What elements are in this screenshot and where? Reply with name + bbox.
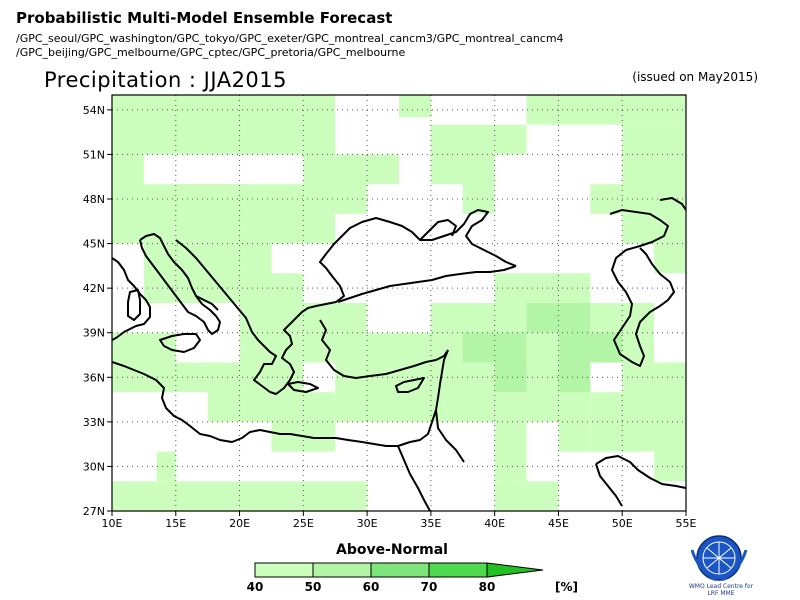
y-tick-label: 36N — [83, 371, 105, 384]
forecast-cell — [558, 421, 591, 452]
x-tick-label: 40E — [484, 517, 505, 530]
y-tick-label: 42N — [83, 282, 105, 295]
y-tick-label: 30N — [83, 460, 105, 473]
coast-caspian — [609, 209, 675, 367]
forecast-cell — [494, 124, 527, 155]
forecast-cell — [622, 124, 686, 185]
x-tick-label: 25E — [293, 517, 314, 530]
logo-line-1: WMO Lead Centre for — [688, 583, 754, 590]
forecast-cell — [558, 332, 591, 393]
coast-italy-heel — [195, 295, 219, 311]
coast-aegean-turkey — [319, 319, 449, 379]
legend-swatch — [370, 562, 430, 578]
forecast-cell — [526, 303, 591, 333]
coast-cyprus — [395, 377, 425, 393]
y-tick-label: 33N — [83, 416, 105, 429]
forecast-cell — [494, 392, 527, 482]
color-legend: 40 50 60 70 80 [%] — [247, 562, 578, 594]
x-tick-label: 55E — [676, 517, 697, 530]
x-tick-label: 35E — [420, 517, 441, 530]
legend-title: Above-Normal — [336, 542, 448, 558]
legend-label: 60 — [363, 580, 380, 594]
coast-persian-gulf — [595, 455, 686, 489]
x-tick-label: 20E — [229, 517, 250, 530]
coast-levant-egypt — [112, 349, 449, 447]
model-list-line-2: /GPC_beijing/GPC_melbourne/GPC_cptec/GPC… — [16, 46, 406, 59]
issued-date: (issued on May2015) — [632, 70, 758, 84]
forecast-cell — [112, 481, 368, 511]
legend-swatch — [428, 562, 488, 578]
forecast-cell — [303, 303, 368, 363]
coast-sinai — [435, 409, 465, 463]
wmo-logo-icon — [686, 530, 752, 600]
y-tick-label: 54N — [83, 104, 105, 117]
forecast-cell — [303, 392, 336, 452]
forecast-cell — [399, 95, 431, 118]
coast-turkey-north — [337, 265, 517, 303]
legend-arrow-swatch — [486, 562, 544, 578]
forecast-cell — [156, 451, 176, 482]
forecast-cell — [112, 332, 176, 393]
y-tick-label: 39N — [83, 327, 105, 340]
forecast-cell — [494, 481, 559, 511]
forecast-cell — [143, 95, 304, 155]
y-tick-label: 48N — [83, 193, 105, 206]
coast-black-sea-north — [325, 209, 517, 267]
forecast-cell — [654, 362, 686, 422]
coast-sicily — [159, 333, 201, 353]
coast-aral — [659, 197, 686, 211]
forecast-cell — [271, 213, 336, 244]
model-list: /GPC_seoul/GPC_washington/GPC_tokyo/GPC_… — [16, 32, 564, 60]
coast-italy — [139, 233, 221, 335]
forecast-cell — [271, 421, 304, 452]
x-tick-label: 45E — [548, 517, 569, 530]
forecast-cell — [494, 332, 527, 393]
x-tick-label: 50E — [612, 517, 633, 530]
map-frame — [111, 94, 687, 512]
forecast-cell — [207, 362, 304, 422]
legend-label: 70 — [421, 580, 438, 594]
forecast-cell — [367, 332, 431, 363]
forecast-cell — [462, 332, 495, 363]
coast-crimea — [419, 219, 457, 241]
x-tick-label: 15E — [165, 517, 186, 530]
x-tick-label: 10E — [102, 517, 123, 530]
coast-arabia-gulf — [595, 463, 623, 507]
wmo-logo-caption: WMO Lead Centre for LRF MME — [676, 583, 766, 597]
coast-europe-mainland — [112, 257, 151, 341]
y-tick-label: 27N — [83, 505, 105, 518]
legend-label: 40 — [247, 580, 264, 594]
x-tick-label: 30E — [357, 517, 378, 530]
forecast-cell — [335, 362, 495, 422]
forecast-cell — [622, 303, 655, 393]
map-axes: 10E 15E 20E 25E 30E 35E 40E 45E 50E 55E 54N 51N 48N 4… — [83, 94, 697, 530]
forecast-cell — [175, 184, 368, 214]
map-title: Precipitation : JJA2015 — [44, 68, 288, 92]
coast-sardinia — [127, 289, 141, 321]
forecast-cell — [654, 243, 686, 274]
forecast-cell — [112, 95, 144, 185]
forecast-cell — [654, 421, 686, 482]
coastlines — [112, 197, 686, 511]
forecast-cell — [462, 154, 495, 214]
forecast-cell — [622, 213, 686, 244]
y-tick-label: 45N — [83, 238, 105, 251]
forecast-title: Probabilistic Multi-Model Ensemble Forec… — [16, 9, 393, 27]
model-list-line-1: /GPC_seoul/GPC_washington/GPC_tokyo/GPC_… — [16, 32, 564, 45]
y-tick-label: 51N — [83, 148, 105, 161]
legend-label: 80 — [479, 580, 496, 594]
forecast-cell — [303, 95, 336, 185]
coast-crete — [287, 381, 319, 393]
forecast-cell — [335, 154, 368, 185]
coast-red-sea — [397, 445, 431, 511]
forecast-cell — [367, 154, 399, 185]
legend-swatch — [312, 562, 372, 578]
forecast-cell — [239, 273, 304, 363]
legend-label: 50 — [305, 580, 322, 594]
forecast-cell — [526, 95, 686, 125]
legend-unit: [%] — [555, 580, 578, 594]
legend-swatch — [254, 562, 314, 578]
logo-line-2: LRF MME — [707, 590, 735, 597]
